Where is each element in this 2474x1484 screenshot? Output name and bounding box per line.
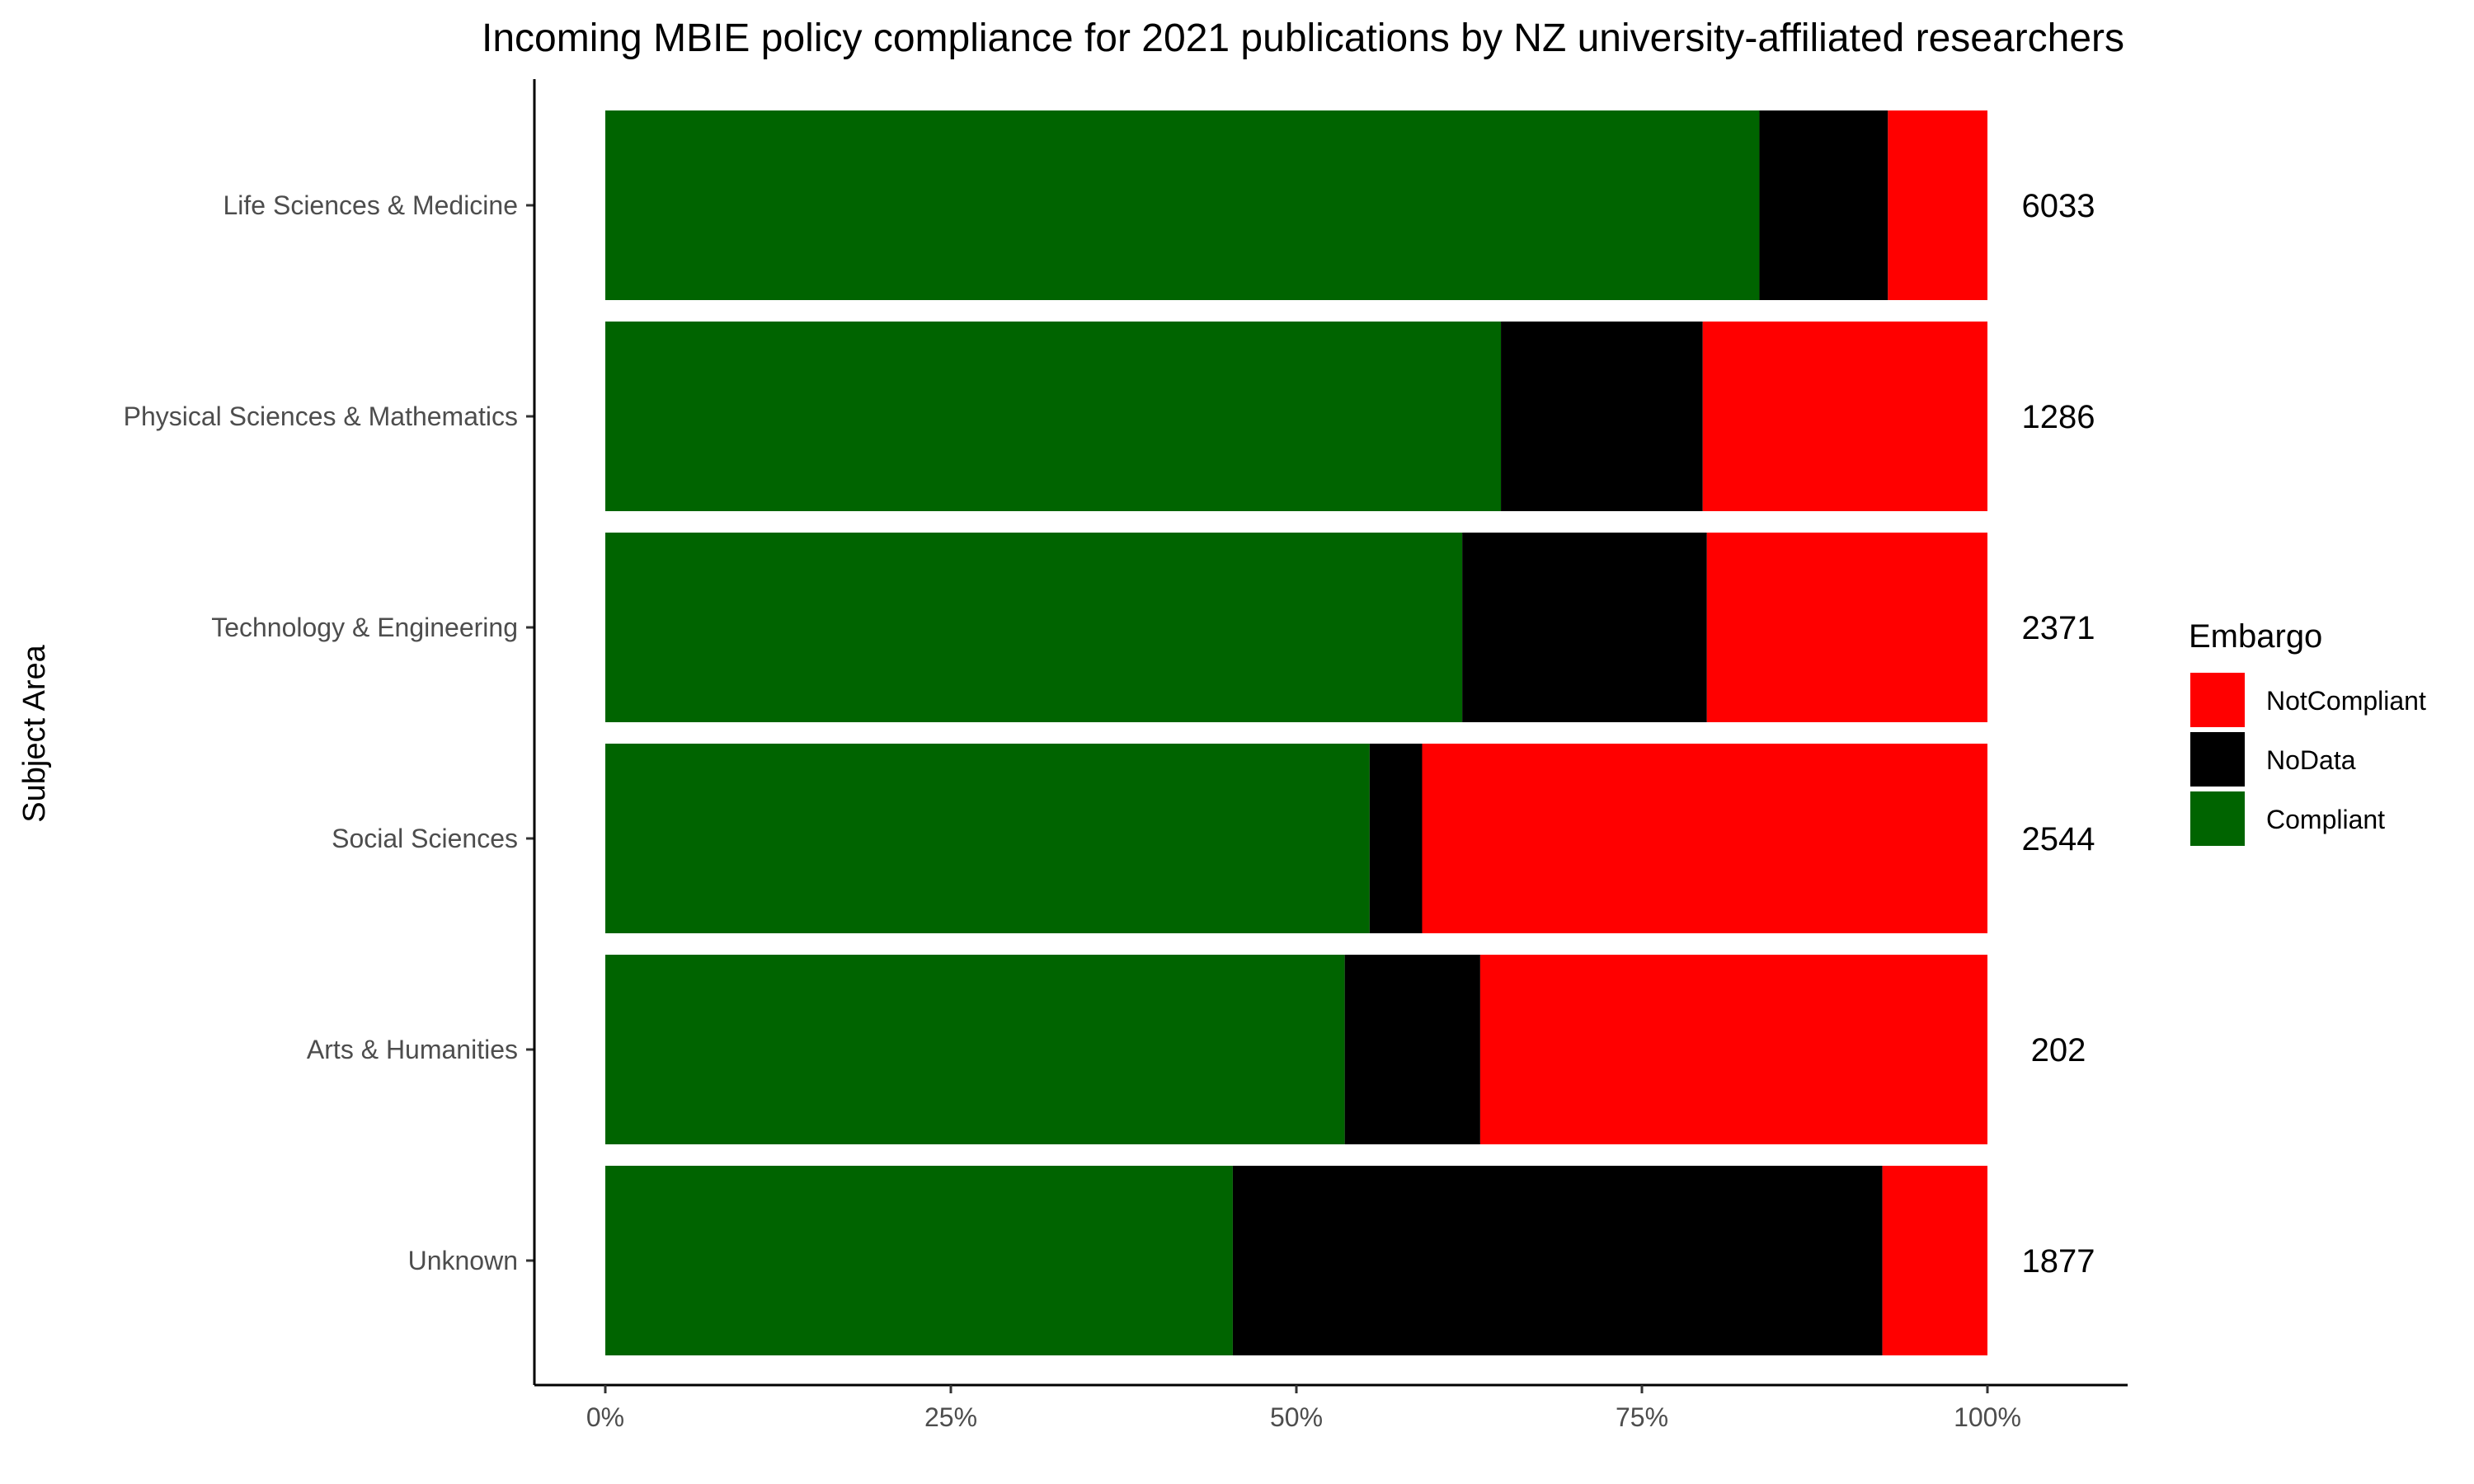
count-label: 6033 <box>2022 188 2095 224</box>
y-axis-title: Subject Area <box>17 644 52 822</box>
bar-nodata-3 <box>1369 744 1423 933</box>
x-tick-label: 0% <box>586 1402 624 1432</box>
legend-label-compliant: Compliant <box>2266 805 2385 834</box>
count-label: 2544 <box>2022 821 2095 857</box>
bar-nodata-1 <box>1501 322 1703 511</box>
bar-nodata-0 <box>1759 110 1888 300</box>
bar-notcompliant-0 <box>1888 110 1987 300</box>
plot-area: Life Sciences & Medicine 6033 Physical Sci… <box>124 79 2128 1432</box>
count-label: 202 <box>2031 1032 2086 1068</box>
chart-title: Incoming MBIE policy compliance for 2021… <box>482 16 2124 60</box>
count-label: 1286 <box>2022 399 2095 435</box>
legend-swatch-compliant <box>2190 791 2245 846</box>
bar-compliant-5 <box>605 1166 1233 1355</box>
x-tick-label: 75% <box>1616 1402 1668 1432</box>
bar-notcompliant-5 <box>1882 1166 1987 1355</box>
bar-compliant-2 <box>605 533 1463 722</box>
legend: Embargo NotCompliant NoData Compliant <box>2189 618 2426 846</box>
bar-notcompliant-2 <box>1706 533 1987 722</box>
y-tick-label: Physical Sciences & Mathematics <box>124 402 518 431</box>
bar-nodata-4 <box>1344 955 1480 1144</box>
bar-notcompliant-4 <box>1479 955 1987 1144</box>
x-tick-label: 25% <box>924 1402 977 1432</box>
bar-compliant-0 <box>605 110 1760 300</box>
x-tick-label: 100% <box>1954 1402 2021 1432</box>
legend-swatch-notcompliant <box>2190 673 2245 727</box>
legend-label-nodata: NoData <box>2266 745 2356 775</box>
x-tick-label: 50% <box>1270 1402 1323 1432</box>
bar-notcompliant-1 <box>1702 322 1987 511</box>
y-tick-label: Social Sciences <box>332 824 518 853</box>
bar-nodata-5 <box>1232 1166 1883 1355</box>
bar-nodata-2 <box>1462 533 1707 722</box>
legend-swatch-nodata <box>2190 732 2245 787</box>
bar-compliant-3 <box>605 744 1370 933</box>
count-label: 2371 <box>2022 610 2095 646</box>
count-label: 1877 <box>2022 1243 2095 1280</box>
y-tick-label: Technology & Engineering <box>211 613 518 642</box>
y-tick-label: Arts & Humanities <box>307 1035 518 1064</box>
bar-notcompliant-3 <box>1422 744 1987 933</box>
bar-compliant-1 <box>605 322 1502 511</box>
y-tick-label: Life Sciences & Medicine <box>223 190 518 220</box>
y-tick-label: Unknown <box>408 1246 518 1275</box>
legend-label-notcompliant: NotCompliant <box>2266 686 2426 716</box>
legend-title: Embargo <box>2189 618 2322 655</box>
bar-compliant-4 <box>605 955 1345 1144</box>
